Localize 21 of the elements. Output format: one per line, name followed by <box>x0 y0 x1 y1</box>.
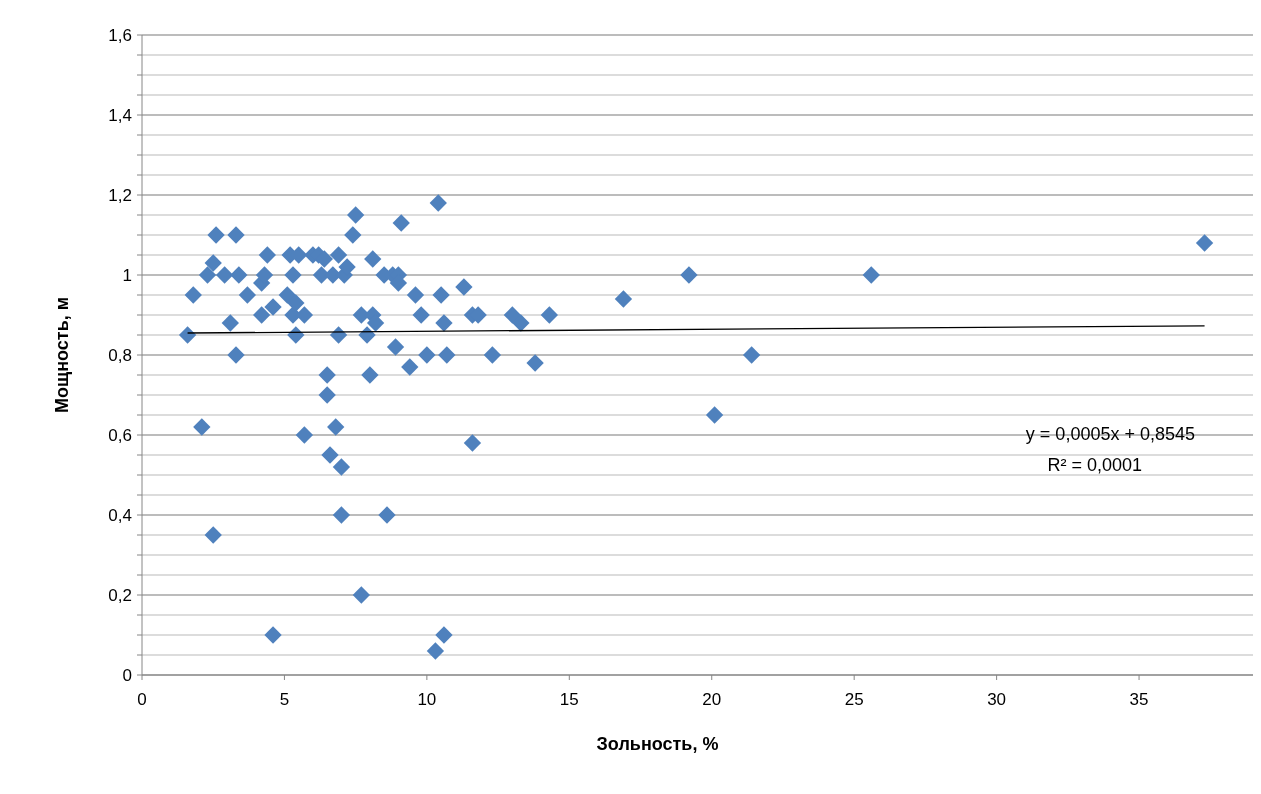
y-axis-title: Мощность, м <box>52 296 72 414</box>
annotation: y = 0,0005x + 0,8545 <box>1025 424 1195 444</box>
y-tick-label: 0,8 <box>108 345 132 365</box>
x-axis-title: Зольность, % <box>596 734 719 754</box>
y-tick-label: 0,2 <box>108 585 132 605</box>
y-tick-label: 1,4 <box>108 105 132 125</box>
y-tick-label: 0,4 <box>108 505 132 525</box>
x-tick-label: 35 <box>1129 690 1149 709</box>
x-tick-label: 15 <box>559 690 579 709</box>
x-tick-label: 10 <box>417 690 437 709</box>
x-tick-label: 0 <box>137 690 147 709</box>
y-tick-label: 0,6 <box>108 425 132 445</box>
annotation: R² = 0,0001 <box>1047 455 1142 475</box>
y-tick-label: 1 <box>122 265 132 285</box>
x-tick-label: 30 <box>987 690 1007 709</box>
y-tick-label: 1,6 <box>108 25 132 45</box>
x-tick-label: 20 <box>702 690 722 709</box>
x-tick-label: 5 <box>279 690 290 709</box>
x-tick-label: 25 <box>844 690 864 709</box>
y-tick-label: 1,2 <box>108 185 132 205</box>
y-tick-label: 0 <box>122 665 132 685</box>
